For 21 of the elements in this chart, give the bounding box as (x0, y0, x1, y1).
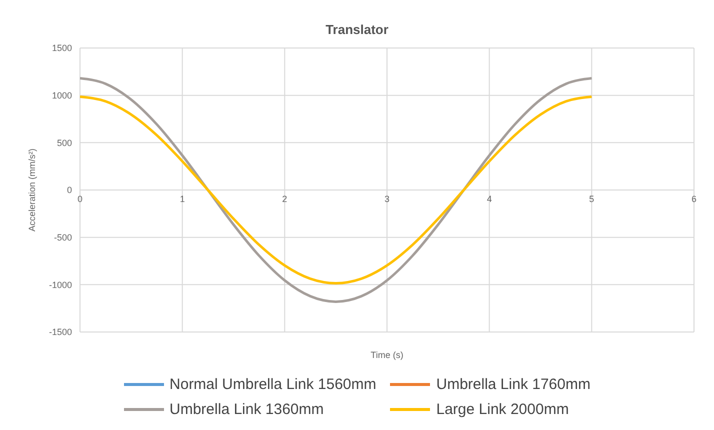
legend-label: Umbrella Link 1360mm (170, 401, 324, 418)
x-tick-label: 3 (384, 194, 390, 204)
y-tick-label: -1500 (48, 327, 72, 338)
y-tick-label: -500 (54, 232, 72, 243)
legend-label: Umbrella Link 1760mm (436, 376, 590, 393)
y-tick-label: 1500 (52, 43, 72, 54)
x-tick-label: 4 (486, 194, 492, 204)
x-tick-label: 5 (589, 194, 594, 204)
legend-label: Large Link 2000mm (436, 401, 569, 418)
chart-title: Translator (324, 22, 390, 37)
y-tick-label: 1000 (52, 90, 72, 101)
y-axis-title: Acceleration (mm/s²) (27, 148, 38, 232)
x-tick-label: 6 (691, 194, 697, 204)
y-tick-label: 500 (56, 138, 72, 148)
x-tick-label: 1 (180, 194, 185, 204)
legend-label: Normal Umbrella Link 1560mm (170, 376, 376, 393)
y-tick-label: -1000 (48, 280, 72, 290)
x-tick-label: 2 (282, 194, 288, 204)
x-tick-label: 0 (77, 194, 83, 204)
y-tick-label: 0 (66, 185, 72, 196)
x-axis-title: Time (s) (370, 350, 404, 360)
